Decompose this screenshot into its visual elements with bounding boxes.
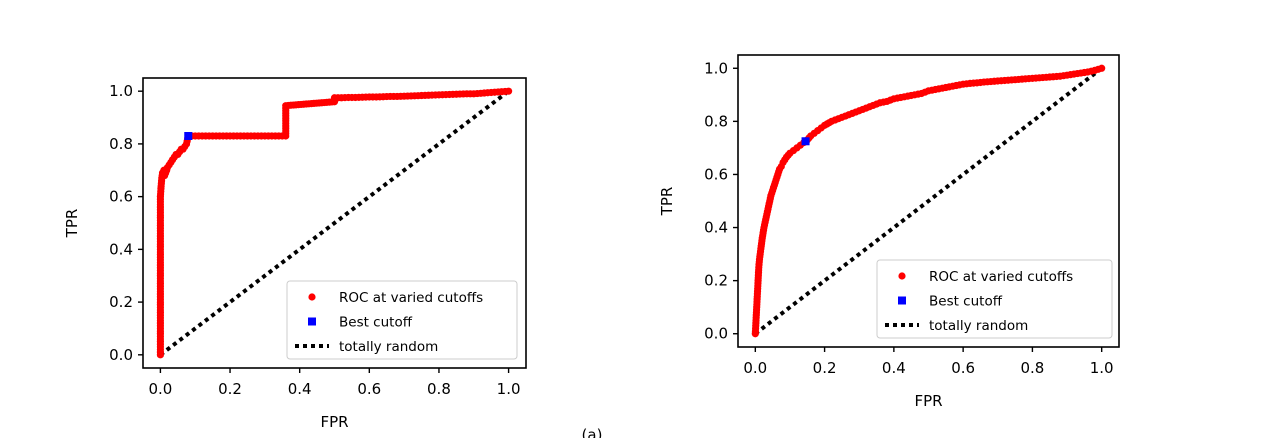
- x-tick-label: 0.2: [218, 380, 242, 398]
- chart-right: 0.0 0.2 0.4 0.6 0.8 1.0 0.0 0.2 0.4 0.6 0.8 1.0 FPR T…: [658, 54, 1120, 410]
- legend-best-marker: [308, 317, 316, 326]
- subfigure-label-fragment: (a): [582, 426, 603, 438]
- legend-box: [286, 280, 518, 360]
- best-cutoff-marker: [184, 132, 193, 140]
- legend-label: totally random: [929, 318, 1028, 334]
- y-tick-label: 0.0: [109, 346, 133, 364]
- x-axis-label: FPR: [914, 392, 942, 410]
- x-tick-label: 0.6: [951, 359, 975, 377]
- legend: ROC at varied cutoffs Best cutoff totally …: [286, 280, 518, 360]
- y-axis-label: TPR: [658, 187, 676, 217]
- best-cutoff-marker: [801, 137, 810, 146]
- legend-label: Best cutoff: [339, 315, 413, 331]
- random-line: [159, 89, 510, 357]
- x-axis-label: FPR: [320, 413, 348, 431]
- legend-label: totally random: [339, 339, 438, 355]
- y-tick-label: 0.2: [704, 272, 728, 290]
- x-tick-label: 0.6: [357, 380, 381, 398]
- y-tick-label: 0.2: [109, 293, 133, 311]
- x-tick-label: 0.8: [1020, 359, 1044, 377]
- y-tick-label: 0.6: [704, 165, 728, 183]
- roc-series: [751, 64, 1106, 338]
- plot-frame: [737, 54, 1120, 348]
- x-tick-label: 1.0: [497, 380, 521, 398]
- random-line: [754, 66, 1103, 336]
- y-tick-label: 0.4: [109, 240, 133, 258]
- legend-roc-marker: [308, 293, 316, 301]
- roc-point: [504, 87, 513, 95]
- x-tick-label: 0.0: [743, 359, 767, 377]
- x-tick-label: 0.2: [813, 359, 837, 377]
- legend-label: ROC at varied cutoffs: [929, 269, 1073, 285]
- legend-label: ROC at varied cutoffs: [339, 290, 483, 306]
- legend-label: Best cutoff: [929, 294, 1003, 310]
- y-tick-label: 0.8: [109, 135, 133, 153]
- legend: ROC at varied cutoffs Best cutoff totally …: [876, 259, 1113, 339]
- y-tick-label: 0.6: [109, 188, 133, 206]
- y-tick-label: 0.8: [704, 112, 728, 130]
- x-tick-label: 1.0: [1090, 359, 1114, 377]
- y-tick-label: 0.4: [704, 219, 728, 237]
- y-tick-label: 1.0: [704, 59, 728, 77]
- legend-box: [876, 259, 1113, 339]
- x-tick-label: 0.4: [288, 380, 312, 398]
- roc-point: [1098, 64, 1106, 72]
- x-tick-label: 0.0: [148, 380, 172, 398]
- y-tick-label: 0.0: [704, 325, 728, 343]
- legend-roc-marker: [898, 272, 906, 280]
- x-tick-label: 0.8: [427, 380, 451, 398]
- x-tick-label: 0.4: [882, 359, 906, 377]
- legend-best-marker: [898, 296, 906, 305]
- y-tick-label: 1.0: [109, 82, 133, 100]
- plot-frame: [142, 77, 527, 369]
- chart-left: 0.0 0.2 0.4 0.6 0.8 1.0 0.0 0.2 0.4 0.6 0.8 1.0 FPR T…: [63, 77, 527, 431]
- y-axis-label: TPR: [63, 209, 81, 239]
